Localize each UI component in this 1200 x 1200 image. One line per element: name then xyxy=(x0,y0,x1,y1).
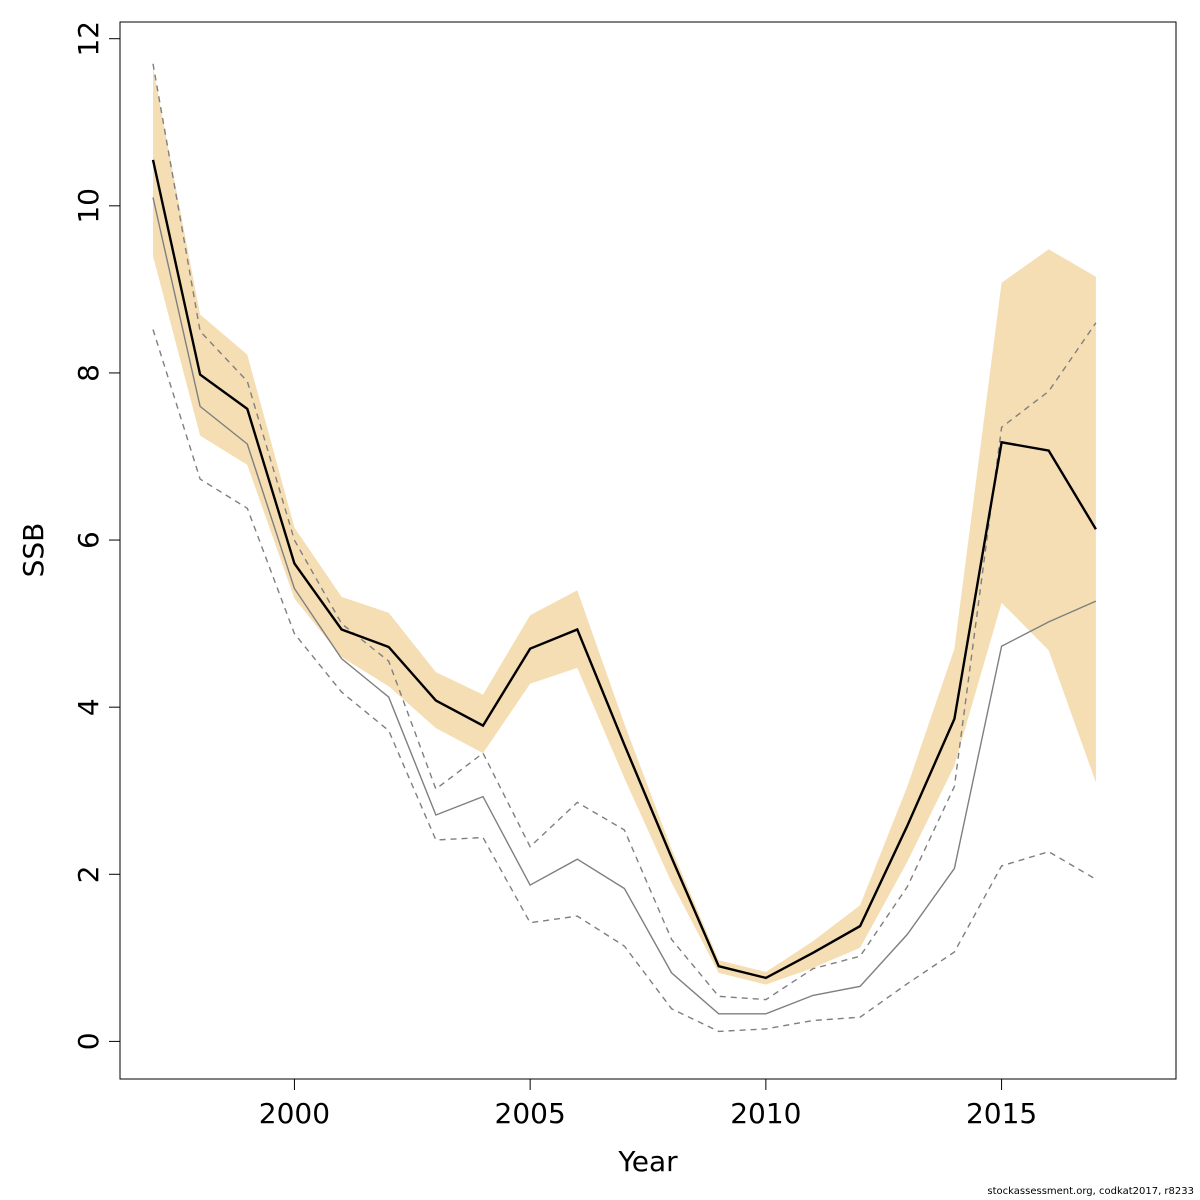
x-axis: 2000 2005 2010 2015 xyxy=(259,1079,1037,1130)
credit-text: stockassessment.org, codkat2017, r8233 xyxy=(987,1186,1194,1197)
y-tick-label: 12 xyxy=(72,21,105,57)
y-tick-label: 8 xyxy=(72,364,105,382)
series-line-previous-assessment-estimate xyxy=(152,197,1097,1015)
series-line-previous-assessment-lower-bound xyxy=(152,329,1097,1033)
series-line-ssb-estimate xyxy=(151,159,1097,980)
plot-frame xyxy=(119,21,1177,1080)
x-tick-label: 2000 xyxy=(259,1097,330,1130)
confidence-band xyxy=(153,68,1096,985)
x-tick-label: 2005 xyxy=(495,1097,566,1130)
x-tick-label: 2015 xyxy=(966,1097,1037,1130)
y-axis-label: SSB xyxy=(17,523,50,578)
series-line-previous-assessment-upper-bound xyxy=(152,63,1097,1001)
x-tick-label: 2010 xyxy=(730,1097,801,1130)
y-axis: 0 2 4 6 8 10 12 xyxy=(72,21,120,1050)
y-tick-label: 10 xyxy=(72,188,105,224)
y-tick-label: 2 xyxy=(72,865,105,883)
series-layer xyxy=(151,63,1097,1033)
y-tick-label: 4 xyxy=(72,698,105,716)
y-tick-label: 0 xyxy=(72,1032,105,1050)
y-tick-label: 6 xyxy=(72,531,105,549)
x-axis-label: Year xyxy=(617,1145,678,1178)
confidence-band-layer xyxy=(153,68,1096,985)
